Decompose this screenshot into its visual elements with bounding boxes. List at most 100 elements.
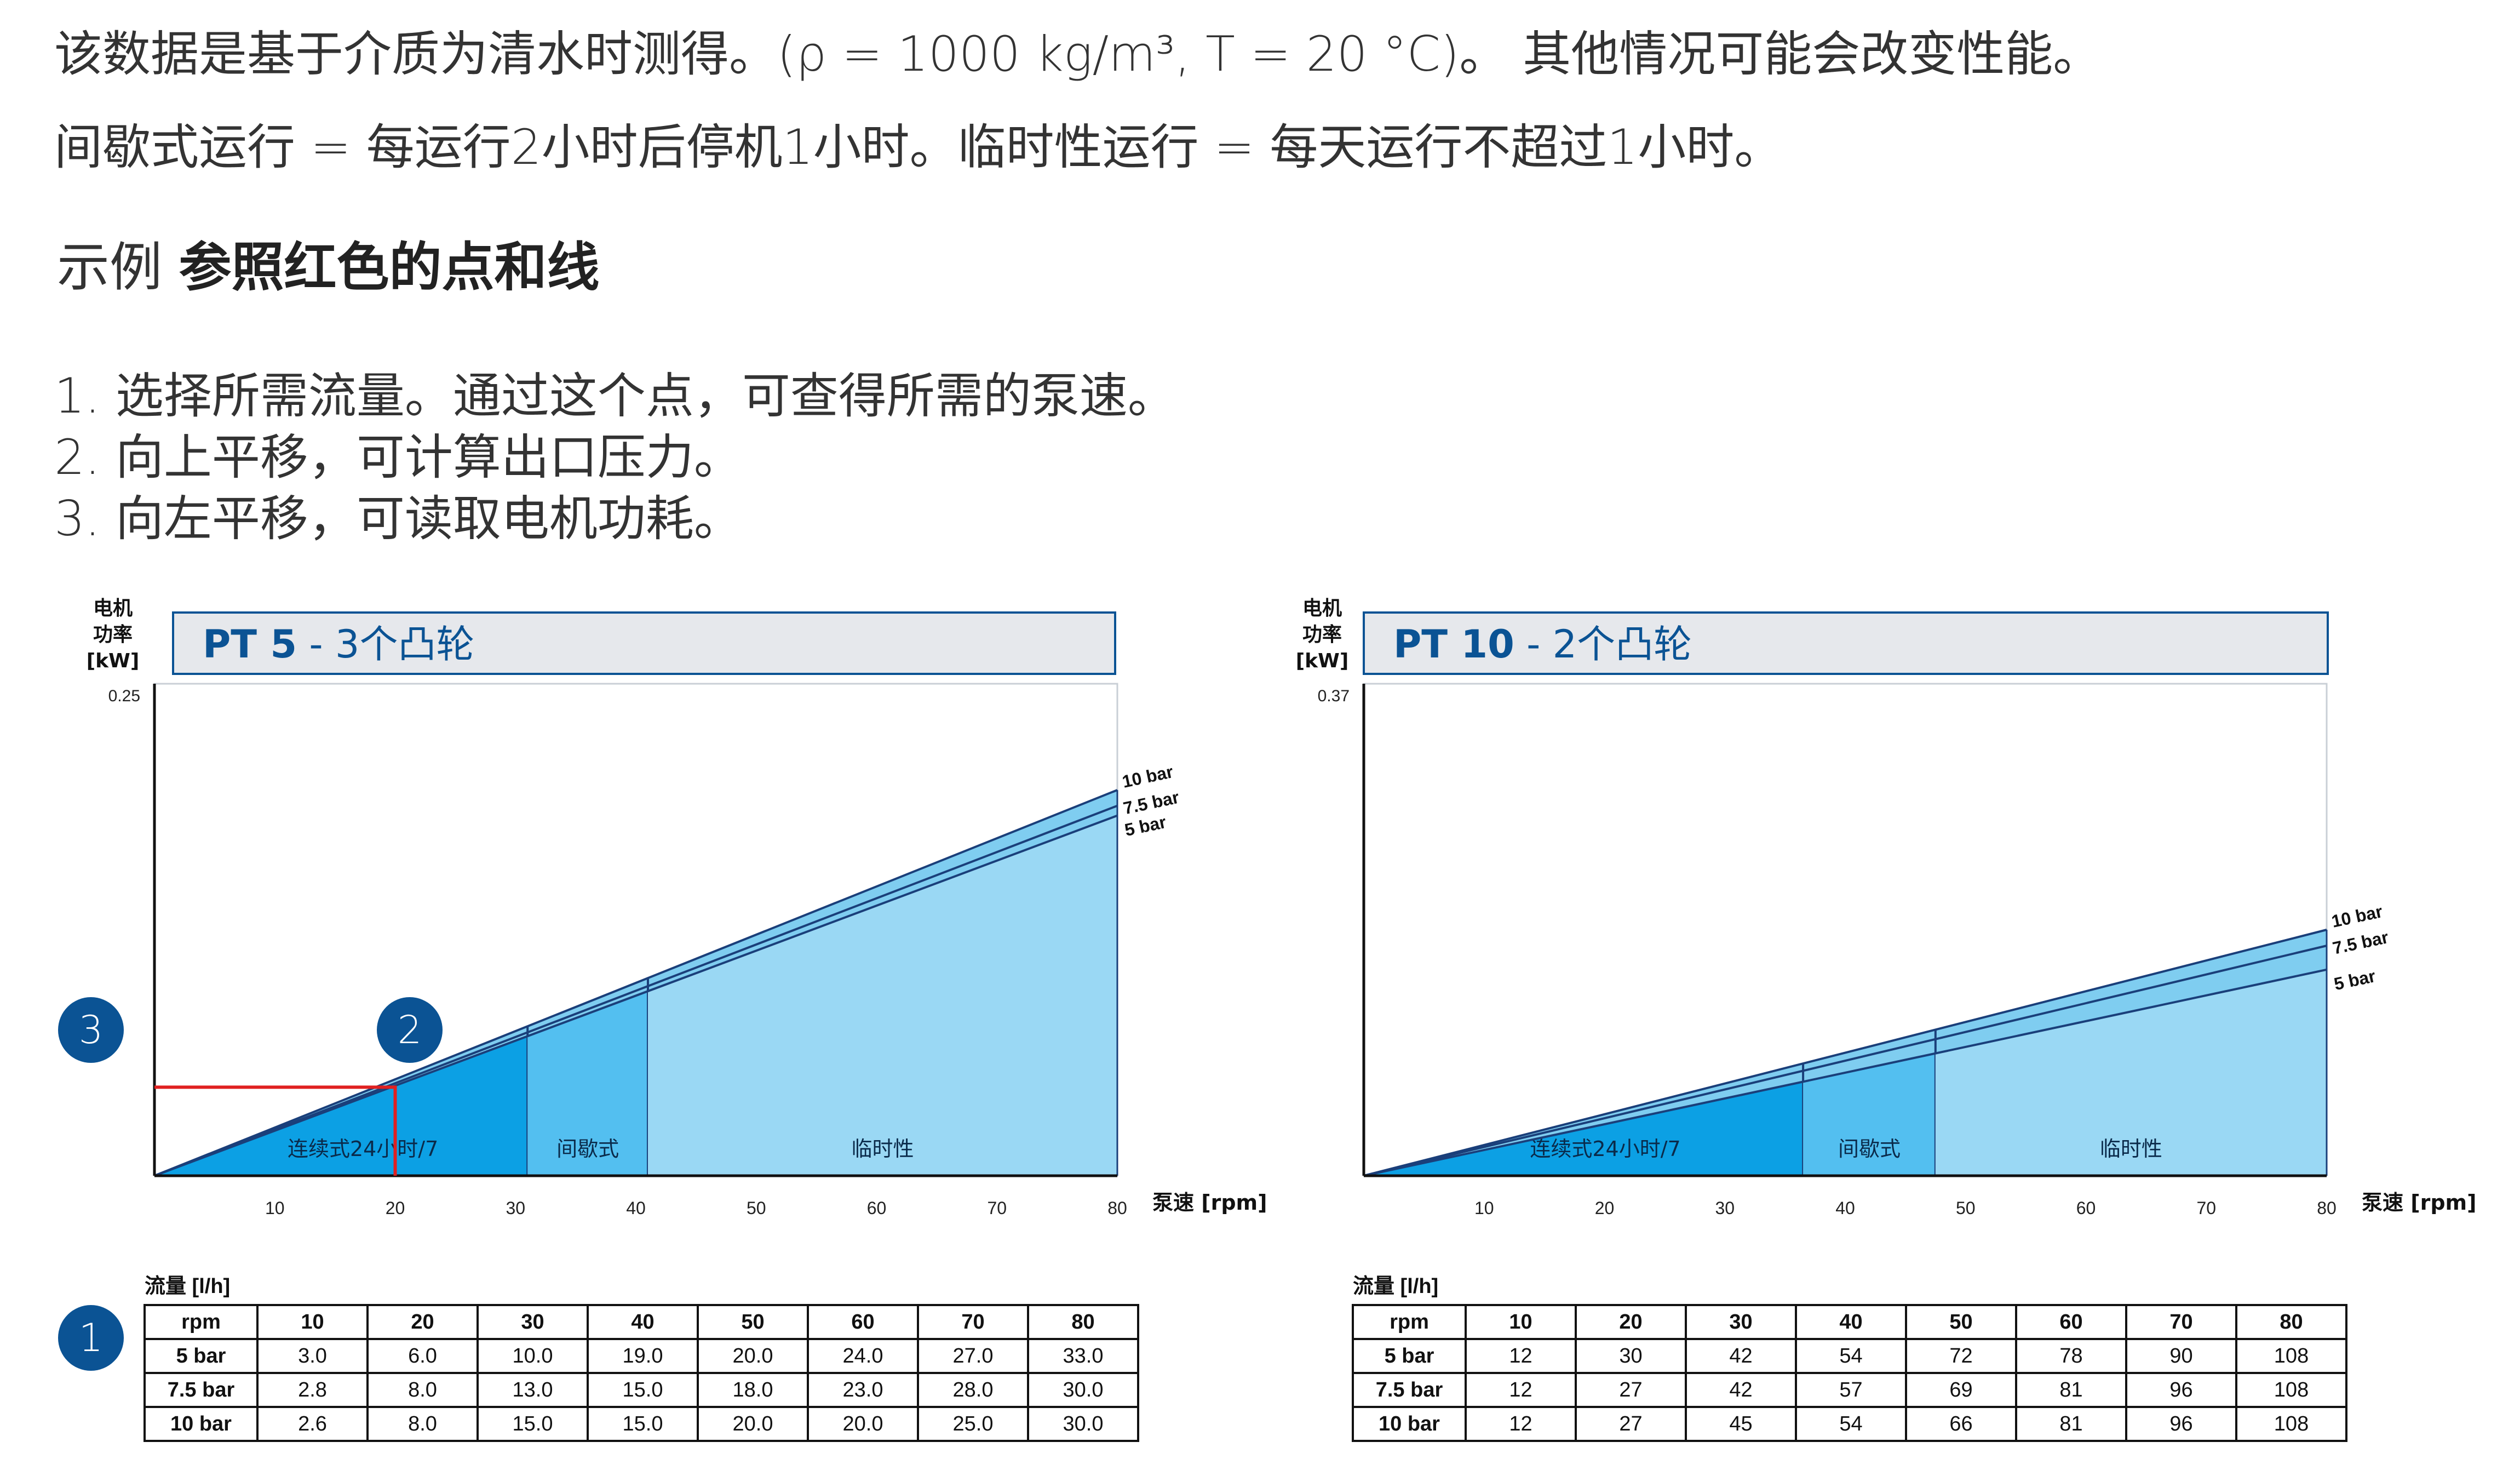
y-axis-label-line: [kW] (87, 650, 140, 672)
x-tick-label: 80 (2317, 1198, 2337, 1218)
table-cell: 30 (1575, 1338, 1687, 1374)
example-bold: 参照红色的点和线 (179, 237, 600, 298)
step-1: 1. 选择所需流量。通过这个点，可查得所需的泵速。 (54, 368, 1176, 424)
flow-caption-pt5: 流量 [l/h] (145, 1275, 231, 1298)
table-cell: 78 (2015, 1338, 2127, 1374)
table-row: 7.5 bar 12 27 42 57 69 81 96 108 (1352, 1372, 2347, 1408)
table-header-row: rpm 10 20 30 40 50 60 70 80 (1352, 1304, 2347, 1340)
table-cell: 8.0 (366, 1406, 479, 1442)
table-header-cell: 60 (807, 1304, 919, 1340)
y-axis-label-line: 电机 (93, 597, 133, 620)
table-row: 10 bar 12 27 45 54 66 81 96 108 (1352, 1406, 2347, 1442)
table-cell: 27.0 (917, 1338, 1029, 1374)
step-badge-3: 3 (58, 997, 124, 1063)
table-header-cell: 40 (587, 1304, 699, 1340)
chart-title: PT 10 - 2个凸轮 (1393, 622, 1692, 667)
table-cell: 90 (2125, 1338, 2237, 1374)
x-tick-label: 30 (506, 1198, 525, 1218)
table-header-cell: rpm (1352, 1304, 1467, 1340)
table-cell: 54 (1795, 1406, 1907, 1442)
series-line-0 (154, 789, 1118, 1177)
table-cell: 33.0 (1027, 1338, 1139, 1374)
zone-label-2: 临时性 (851, 1137, 914, 1161)
chart-title-rest: - 2个凸轮 (1514, 622, 1692, 667)
table-header-row: rpm 10 20 30 40 50 60 70 80 (143, 1304, 1139, 1340)
table-cell: 28.0 (917, 1372, 1029, 1408)
table-row-label: 7.5 bar (1352, 1372, 1467, 1408)
zone-area-1 (1803, 1053, 1936, 1176)
table-header-cell: 80 (2235, 1304, 2347, 1340)
chart-title-bold: PT 5 (203, 622, 297, 667)
table-cell: 42 (1685, 1372, 1797, 1408)
table-cell: 12 (1465, 1372, 1577, 1408)
intro-line-2: 间歇式运行 = 每运行2小时后停机1小时。临时性运行 = 每天运行不超过1小时。 (54, 119, 1783, 175)
table-cell: 42 (1685, 1338, 1797, 1374)
table-cell: 57 (1795, 1372, 1907, 1408)
step-badge-2: 2 (377, 997, 443, 1063)
table-cell: 25.0 (917, 1406, 1029, 1442)
table-cell: 23.0 (807, 1372, 919, 1408)
table-cell: 81 (2015, 1406, 2127, 1442)
x-tick-label: 10 (1474, 1198, 1494, 1218)
table-cell: 12 (1465, 1406, 1577, 1442)
table-cell: 2.8 (256, 1372, 369, 1408)
table-cell: 69 (1905, 1372, 2017, 1408)
series-line-2 (154, 814, 1118, 1177)
table-header-cell: 20 (366, 1304, 479, 1340)
table-cell: 30.0 (1027, 1406, 1139, 1442)
table-cell: 96 (2125, 1372, 2237, 1408)
table-cell: 45 (1685, 1406, 1797, 1442)
zone-label-1: 间歇式 (556, 1137, 619, 1161)
table-row-label: 7.5 bar (143, 1372, 259, 1408)
table-header-cell: 30 (1685, 1304, 1797, 1340)
table-header-cell: 80 (1027, 1304, 1139, 1340)
y-axis-label-line: [kW] (1296, 650, 1349, 672)
zone-area-2 (647, 815, 1117, 1176)
series-line-1 (1363, 945, 2327, 1177)
table-header-cell: 10 (1465, 1304, 1577, 1340)
step-3: 3. 向左平移，可读取电机功耗。 (54, 490, 742, 547)
table-cell: 2.6 (256, 1406, 369, 1442)
table-header-cell: rpm (143, 1304, 259, 1340)
table-cell: 27 (1575, 1372, 1687, 1408)
table-cell: 19.0 (587, 1338, 699, 1374)
table-row-label: 10 bar (143, 1406, 259, 1442)
series-line-0 (1363, 929, 2327, 1177)
table-header-cell: 50 (1905, 1304, 2017, 1340)
x-tick-label: 30 (1715, 1198, 1735, 1218)
y-axis-max-label: 0.37 (1318, 687, 1350, 705)
x-tick-label: 80 (1107, 1198, 1127, 1218)
table-cell: 24.0 (807, 1338, 919, 1374)
table-cell: 108 (2235, 1406, 2347, 1442)
x-tick-label: 20 (1595, 1198, 1615, 1218)
x-tick-label: 60 (2076, 1198, 2096, 1218)
zone-area-1 (527, 991, 648, 1176)
example-heading: 示例 参照红色的点和线 (57, 225, 600, 301)
table-header-cell: 50 (697, 1304, 809, 1340)
chart-title-bold: PT 10 (1393, 622, 1514, 667)
table-cell: 20.0 (697, 1406, 809, 1442)
table-cell: 13.0 (477, 1372, 589, 1408)
table-cell: 72 (1905, 1338, 2017, 1374)
table-cell: 8.0 (366, 1372, 479, 1408)
step-badge-1: 1 (58, 1305, 124, 1371)
x-tick-label: 60 (867, 1198, 887, 1218)
intro-line-1: 该数据是基于介质为清水时测得。(ρ = 1000 kg/m³, T = 20 °… (54, 26, 2102, 82)
table-header-cell: 40 (1795, 1304, 1907, 1340)
table-row: 10 bar 2.6 8.0 15.0 15.0 20.0 20.0 25.0 30.0 (143, 1406, 1139, 1442)
x-tick-label: 10 (265, 1198, 285, 1218)
zone-area-2 (1935, 969, 2327, 1176)
y-axis-label-line: 电机 (1302, 597, 1342, 620)
x-tick-label: 40 (1835, 1198, 1855, 1218)
series-label-0: 10 bar (2330, 901, 2385, 931)
series-label-1: 7.5 bar (2331, 927, 2390, 958)
table-cell: 81 (2015, 1372, 2127, 1408)
y-axis-label-line: 功率 (1302, 623, 1342, 646)
table-cell: 15.0 (477, 1406, 589, 1442)
x-axis-label: 泵速 [rpm] (2362, 1191, 2477, 1215)
example-red-line (154, 1085, 397, 1176)
zone-label-2: 临时性 (2100, 1137, 2162, 1161)
x-axis-label: 泵速 [rpm] (1152, 1191, 1267, 1215)
